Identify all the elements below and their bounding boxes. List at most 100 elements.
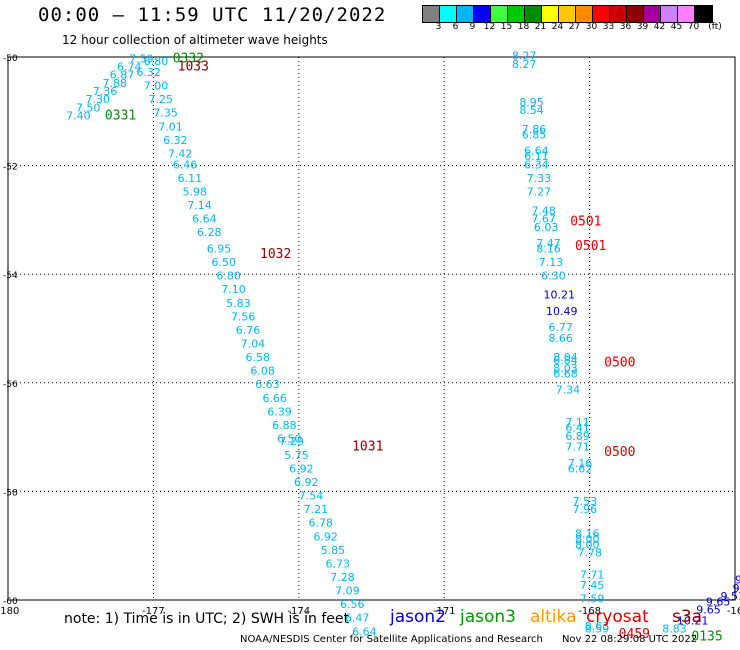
wave-height-label: 6.50: [277, 433, 302, 446]
pass-time-label: 0500: [604, 356, 635, 371]
pass-time-label: 0500: [604, 445, 635, 460]
wave-height-label: 7.00: [144, 80, 169, 93]
color-swatch: [559, 6, 576, 22]
color-scale-label: 18: [517, 22, 530, 32]
wave-height-label: 7.16: [568, 457, 593, 470]
pass-time-label: 0459: [619, 627, 650, 642]
wave-height-label: 6.08: [250, 365, 274, 378]
x-tick-label: -180: [0, 606, 19, 617]
y-tick-label: -54: [3, 271, 18, 281]
color-scale-unit: (ft): [708, 22, 722, 32]
color-scale-label: 21: [534, 22, 547, 32]
color-scale-label: 45: [670, 22, 683, 32]
wave-height-label: 7.10: [221, 283, 246, 296]
y-tick-label: -56: [3, 380, 18, 390]
wave-height-label: 6.66: [262, 392, 287, 405]
wave-height-label: 7.28: [330, 571, 355, 584]
color-scale-label: 33: [602, 22, 615, 32]
wave-height-label: 6.95: [207, 242, 232, 255]
wave-height-label: 6.64: [524, 145, 549, 158]
wave-height-label: 6.41: [565, 422, 590, 435]
wave-height-label: 7.47: [536, 237, 561, 250]
wave-height-label: 8.00: [575, 533, 600, 546]
wave-height-label: 8.66: [548, 332, 573, 345]
wave-height-label: 7.21: [304, 503, 329, 516]
color-swatch: [542, 6, 559, 22]
wave-height-label: 10.49: [546, 305, 578, 318]
wave-height-label: 8.27: [512, 58, 537, 71]
wave-height-label: 7.25: [149, 93, 174, 106]
color-swatch: [491, 6, 508, 22]
wave-height-label: 7.04: [241, 338, 266, 351]
pass-time-label: 1033: [178, 60, 209, 75]
wave-height-label: 6.63: [255, 378, 280, 391]
color-swatch: [474, 6, 491, 22]
wave-height-label: 7.40: [66, 109, 91, 122]
color-scale-label: 36: [619, 22, 632, 32]
wave-height-label: 7.86: [522, 123, 547, 136]
wave-height-label: 8.59: [585, 623, 610, 636]
wave-height-label: 7.54: [299, 490, 324, 503]
wave-height-label: 6.11: [178, 172, 203, 185]
legend-jason2: jason2: [390, 607, 446, 627]
wave-height-label: 9.51: [720, 590, 740, 603]
wave-height-label: 6.92: [294, 476, 319, 489]
wave-height-label: 5.85: [321, 544, 346, 557]
wave-height-label: 8.16: [536, 242, 561, 255]
wave-height-label: 7.13: [539, 256, 564, 269]
wave-height-label: 7.33: [527, 172, 552, 185]
wave-height-label: 10.21: [544, 289, 576, 302]
wave-height-label: 6.74: [117, 61, 142, 74]
wave-height-label: 7.01: [158, 120, 183, 133]
y-tick-label: -60: [3, 597, 18, 607]
wave-height-label: 7.78: [577, 547, 602, 560]
wave-height-label: 7.53: [573, 495, 598, 508]
y-tick-label: -58: [3, 488, 18, 498]
wave-height-label: 7.45: [580, 579, 605, 592]
wave-height-label: 7.71: [580, 568, 605, 581]
wave-height-label: 10.21: [677, 614, 709, 627]
wave-height-label: 6.47: [345, 612, 370, 625]
wave-height-label: 6.78: [308, 517, 333, 530]
wave-height-label: 8.95: [519, 96, 544, 109]
color-scale-label: 12: [483, 22, 496, 32]
wave-height-label: 6.68: [553, 367, 578, 380]
legend-cryosat: cryosat: [586, 607, 649, 627]
wave-height-label: 6.92: [289, 462, 314, 475]
wave-height-label: 6.32: [136, 66, 161, 79]
color-scale-label: 3: [435, 22, 442, 32]
color-swatch: [678, 6, 695, 22]
wave-height-label: 9.51: [733, 582, 740, 595]
wave-height-label: 7.14: [187, 199, 212, 212]
generated-timestamp: Nov 22 08:29:08 UTC 2022: [561, 634, 698, 645]
pass-time-label: 0332: [173, 51, 204, 66]
wave-height-label: 6.11: [524, 150, 549, 163]
wave-height-label: 6.84: [553, 354, 578, 367]
wave-height-label: 6.56: [340, 598, 365, 611]
y-tick-label: -52: [3, 163, 18, 173]
wave-height-label: 6.80: [216, 270, 241, 283]
color-swatch: [695, 6, 712, 22]
wave-height-label: 8.54: [519, 104, 544, 117]
x-tick-label: -177: [142, 606, 165, 617]
pass-time-label: 0501: [570, 214, 601, 229]
pass-time-label: 0331: [105, 108, 136, 123]
wave-height-label: 7.29: [279, 435, 304, 448]
wave-height-label: 6.62: [568, 462, 593, 475]
page-subtitle: 12 hour collection of altimeter wave hei…: [62, 33, 328, 47]
x-tick-label: -168: [578, 606, 601, 617]
wave-height-label: 9.9: [735, 574, 740, 587]
wave-height-label: 8.04: [553, 351, 578, 364]
wave-height-label: 8.63: [585, 620, 610, 633]
wave-height-label: 6.77: [548, 321, 573, 334]
x-tick-label: -171: [433, 606, 456, 617]
legend-s3a: s3a: [672, 607, 703, 627]
wave-height-label: 7.27: [527, 185, 552, 198]
wave-height-label: 8.16: [575, 528, 600, 541]
wave-height-label: 6.76: [236, 324, 261, 337]
x-tick-label: -174: [287, 606, 310, 617]
color-swatch: [457, 6, 474, 22]
wave-height-label: 6.64: [192, 213, 217, 226]
wave-height-label: 5.98: [182, 185, 207, 198]
footer-credit: NOAA/NESDIS Center for Satellite Applica…: [240, 634, 697, 645]
